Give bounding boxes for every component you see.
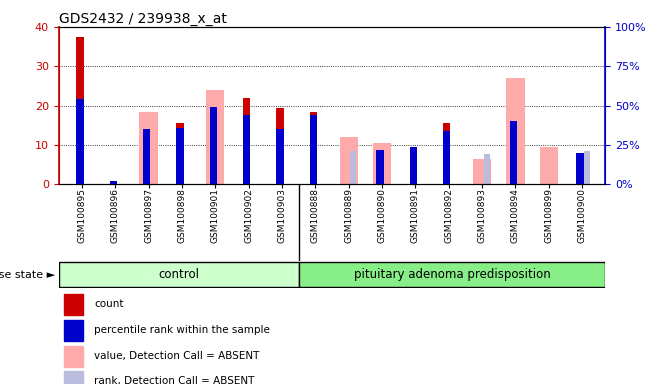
Text: GDS2432 / 239938_x_at: GDS2432 / 239938_x_at [59,12,227,26]
Bar [373,143,391,184]
Bar [350,151,356,184]
Text: disease state ►: disease state ► [0,270,55,280]
Bar [506,78,525,184]
Bar [310,115,317,184]
Text: GSM100888: GSM100888 [311,188,320,243]
FancyBboxPatch shape [59,263,299,286]
Text: GSM100893: GSM100893 [478,188,486,243]
Text: GSM100895: GSM100895 [77,188,87,243]
Text: GSM100899: GSM100899 [544,188,553,243]
Text: GSM100894: GSM100894 [511,188,520,243]
Bar [176,127,184,184]
Text: GSM100896: GSM100896 [111,188,120,243]
Bar [340,137,358,184]
Text: GSM100898: GSM100898 [178,188,186,243]
Bar [409,147,417,184]
Text: GSM100889: GSM100889 [344,188,353,243]
Text: value, Detection Call = ABSENT: value, Detection Call = ABSENT [94,351,260,361]
Text: GSM100903: GSM100903 [277,188,286,243]
Bar [584,151,590,184]
FancyBboxPatch shape [299,263,605,286]
Bar [443,123,450,184]
Bar [64,319,83,341]
Text: GSM100901: GSM100901 [211,188,220,243]
Bar [176,123,184,184]
Bar [376,150,383,184]
Bar [243,115,251,184]
Text: GSM100892: GSM100892 [444,188,453,243]
Bar [143,129,150,184]
Bar [206,90,225,184]
Text: GSM100897: GSM100897 [144,188,153,243]
Bar [210,107,217,184]
Text: GSM100890: GSM100890 [378,188,387,243]
Bar [64,294,83,315]
Text: GSM100900: GSM100900 [577,188,587,243]
Text: pituitary adenoma predisposition: pituitary adenoma predisposition [353,268,551,281]
Bar [510,121,517,184]
Text: rank, Detection Call = ABSENT: rank, Detection Call = ABSENT [94,376,255,384]
Text: GSM100891: GSM100891 [411,188,420,243]
Text: percentile rank within the sample: percentile rank within the sample [94,325,270,335]
Bar [64,371,83,384]
Bar [473,159,492,184]
Text: GSM100902: GSM100902 [244,188,253,243]
Bar [310,111,317,184]
Bar [276,129,284,184]
Bar [243,98,251,184]
Bar [139,111,158,184]
Bar [484,154,490,184]
Bar [76,37,83,184]
Bar [540,147,558,184]
Bar [109,181,117,184]
Text: count: count [94,299,124,310]
Text: control: control [158,268,199,281]
Bar [276,108,284,184]
Bar [443,131,450,184]
Bar [76,99,83,184]
Bar [576,153,584,184]
Bar [64,346,83,367]
